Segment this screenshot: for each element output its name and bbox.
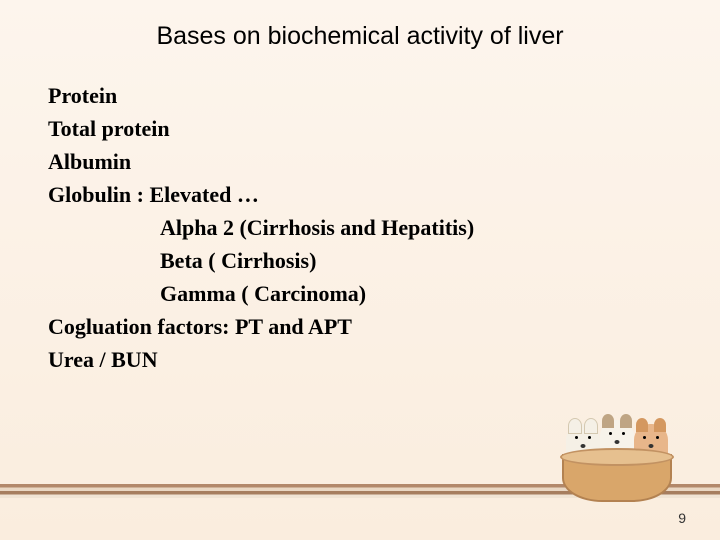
line-total-protein: Total protein [48,112,720,145]
line-beta: Beta ( Cirrhosis) [48,244,720,277]
line-albumin: Albumin [48,145,720,178]
line-urea: Urea / BUN [48,343,720,376]
line-coagulation: Cogluation factors: PT and APT [48,310,720,343]
line-gamma: Gamma ( Carcinoma) [48,277,720,310]
line-alpha2: Alpha 2 (Cirrhosis and Hepatitis) [48,211,720,244]
page-number: 9 [678,510,686,526]
pets-illustration [552,402,682,502]
line-globulin: Globulin : Elevated … [48,178,720,211]
line-protein: Protein [48,79,720,112]
basket-icon [562,454,672,502]
slide-title: Bases on biochemical activity of liver [0,0,720,51]
content-block: Protein Total protein Albumin Globulin :… [0,51,720,376]
